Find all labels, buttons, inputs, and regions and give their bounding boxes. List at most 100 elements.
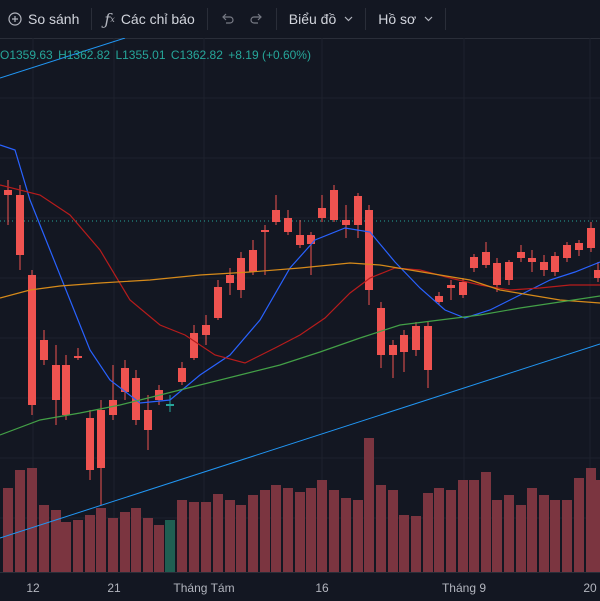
volume-bar — [593, 480, 600, 572]
redo-icon — [250, 12, 264, 26]
volume-bar — [317, 480, 327, 572]
volume-bar — [469, 480, 479, 572]
volume-bar — [376, 485, 386, 572]
time-axis[interactable]: 12 21 Tháng Tám 16 Tháng 9 20 — [0, 572, 600, 601]
volume-bar — [353, 500, 363, 572]
x-tick: Tháng Tám — [173, 581, 235, 595]
ohlc-open: O1359.63 — [0, 48, 53, 62]
compare-button[interactable]: So sánh — [0, 0, 87, 38]
candle-body — [424, 326, 432, 370]
volume-bar — [388, 490, 398, 572]
volume-bar — [177, 500, 187, 572]
ohlc-legend: O1359.63 H1362.82 L1355.01 C1362.82 +8.1… — [0, 48, 313, 62]
profile-dropdown[interactable]: Hồ sơ — [370, 0, 441, 38]
volume-bar — [225, 500, 235, 572]
volume-bar — [539, 495, 549, 572]
candle-body — [62, 365, 70, 415]
candle-body — [342, 220, 350, 225]
candle-body — [214, 287, 222, 318]
candle-body — [528, 258, 536, 262]
candle-body — [166, 404, 174, 406]
volume-bar — [51, 510, 61, 572]
candle-body — [4, 190, 12, 195]
trendline-upper — [0, 38, 126, 79]
candle-body — [237, 258, 245, 290]
volume-bar — [271, 485, 281, 572]
x-tick: 21 — [107, 581, 121, 595]
volume-bar — [423, 493, 433, 572]
candle-body — [97, 410, 105, 468]
ohlc-change: +8.19 (+0.60%) — [228, 48, 311, 62]
price-chart[interactable] — [0, 38, 600, 572]
x-tick: 16 — [315, 581, 329, 595]
moving-average-fast — [0, 144, 600, 404]
volume-bar — [189, 502, 199, 572]
candle-body — [540, 262, 548, 270]
volume-bar — [295, 492, 305, 572]
candle-body — [249, 250, 257, 272]
candle-body — [318, 208, 326, 218]
candle-body — [470, 257, 478, 268]
x-tick: Tháng 9 — [441, 581, 487, 595]
candle-body — [389, 345, 397, 355]
chart-type-dropdown[interactable]: Biểu đồ — [281, 0, 361, 38]
candle-body — [493, 263, 501, 285]
candle-body — [272, 210, 280, 222]
candle-body — [435, 296, 443, 302]
redo-button[interactable] — [242, 0, 272, 38]
candle-body — [52, 365, 60, 400]
candle-body — [517, 252, 525, 258]
volume-bar — [143, 518, 153, 572]
ohlc-close: C1362.82 — [170, 48, 223, 62]
volume-bar — [260, 490, 270, 572]
toolbar-divider — [275, 8, 277, 30]
candle-body — [109, 400, 117, 415]
volume-bar — [248, 495, 258, 572]
undo-button[interactable] — [212, 0, 242, 38]
candle-body — [296, 235, 304, 245]
volume-bar — [329, 490, 339, 572]
volume-bar — [108, 518, 118, 572]
candle-body — [16, 195, 24, 255]
volume-bar — [27, 468, 37, 572]
volume-bar — [61, 522, 71, 572]
candle-body — [307, 235, 315, 244]
volume-bar — [364, 438, 374, 572]
candle-body — [365, 210, 373, 290]
volume-bar — [165, 520, 175, 572]
volume-bar — [120, 512, 130, 572]
volume-bar — [131, 508, 141, 572]
candle-body — [412, 326, 420, 350]
candle-body — [202, 325, 210, 335]
candle-body — [86, 418, 94, 470]
indicators-label: Các chỉ báo — [120, 11, 195, 27]
moving-average-slow — [0, 262, 600, 304]
candle-body — [284, 218, 292, 232]
x-tick: 12 — [26, 581, 40, 595]
volume-bar — [39, 505, 49, 572]
volume-bar — [527, 488, 537, 572]
candle-body — [132, 378, 140, 420]
compare-label: So sánh — [28, 11, 80, 27]
toolbar-divider — [206, 8, 208, 30]
volume-bar — [96, 508, 106, 572]
chevron-down-icon — [424, 14, 433, 25]
candle-body — [28, 275, 36, 405]
candle-body — [330, 190, 338, 220]
volume-bar — [283, 488, 293, 572]
ohlc-low: L1355.01 — [115, 48, 166, 62]
undo-icon — [220, 12, 234, 26]
volume-bar — [213, 494, 223, 572]
volume-bar — [446, 490, 456, 572]
chart-type-label: Biểu đồ — [288, 11, 337, 27]
volume-bar — [236, 505, 246, 572]
candle-body — [587, 228, 595, 248]
volume-bar — [15, 470, 25, 572]
candle-body — [505, 262, 513, 280]
moving-average-long — [0, 295, 600, 436]
candle-body — [563, 245, 571, 258]
candle-body — [447, 285, 455, 288]
